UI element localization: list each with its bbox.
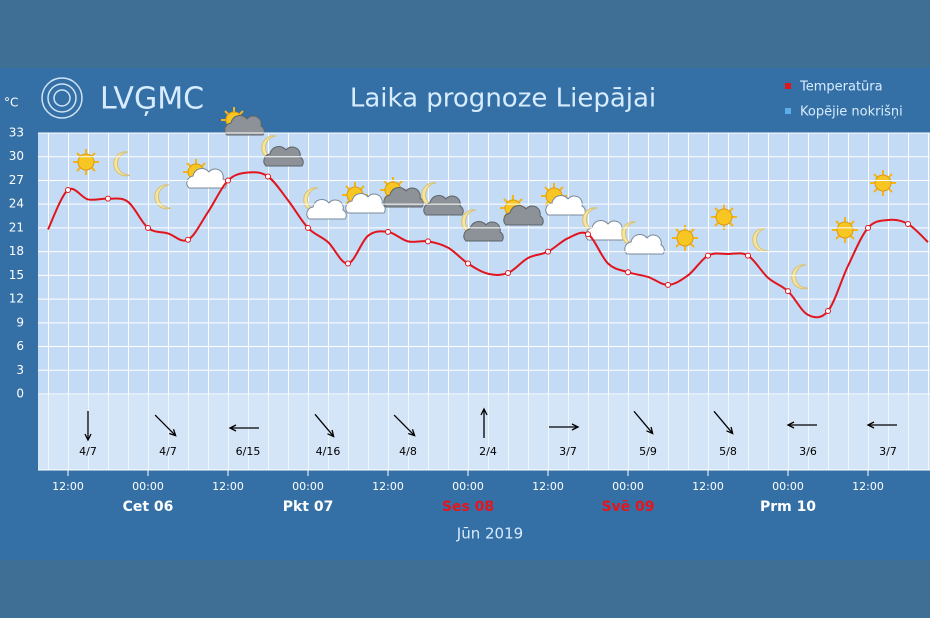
temperature-point (65, 186, 71, 193)
temperature-point (105, 195, 111, 202)
wind-label: 3/7 (559, 445, 577, 458)
y-tick-label: 21 (9, 220, 24, 234)
day-label: Prm 10 (760, 499, 816, 515)
temperature-point (545, 248, 551, 255)
temperature-point (625, 269, 631, 276)
wind-label: 4/16 (316, 445, 341, 458)
y-tick-label: 3 (16, 363, 24, 377)
temperature-point (905, 220, 911, 227)
temperature-point (385, 228, 391, 235)
plot-area (38, 133, 930, 395)
legend-label: Temperatūra (799, 80, 883, 95)
x-tick-label: 00:00 (772, 480, 804, 493)
logo-icon (41, 77, 83, 119)
legend-swatch (785, 83, 791, 89)
x-tick-label: 12:00 (212, 480, 244, 493)
wind-label: 2/4 (479, 445, 497, 458)
y-tick-label: 27 (9, 173, 24, 187)
y-tick-label: 15 (9, 268, 24, 282)
chart-title: Laika prognoze Liepājai (350, 84, 656, 114)
temperature-line (47, 171, 929, 319)
wind-label: 4/8 (399, 445, 417, 458)
x-tick-label: 00:00 (132, 480, 164, 493)
y-tick-label: 12 (9, 292, 24, 306)
x-tick-label: 12:00 (532, 480, 564, 493)
temperature-point (345, 260, 351, 267)
temperature-point (585, 231, 591, 238)
x-tick-label: 12:00 (692, 480, 724, 493)
wind-label: 5/8 (719, 445, 737, 458)
day-label: Pkt 07 (283, 499, 334, 515)
x-axis-label: Jūn 2019 (456, 525, 523, 543)
y-axis-unit: °C (4, 96, 18, 110)
wind-label: 6/15 (236, 445, 261, 458)
y-tick-label: 30 (9, 149, 24, 163)
legend-swatch (785, 108, 791, 114)
temperature-point (745, 252, 751, 259)
temperature-point (505, 269, 511, 276)
x-tick-label: 00:00 (452, 480, 484, 493)
temperature-point (425, 238, 431, 245)
y-tick-label: 24 (9, 197, 24, 211)
logo: LVĢMC (100, 82, 204, 117)
y-tick-label: 6 (16, 339, 24, 353)
wind-label: 4/7 (79, 445, 97, 458)
y-tick-label: 33 (9, 126, 24, 140)
x-tick-label: 12:00 (372, 480, 404, 493)
wind-label: 5/9 (639, 445, 657, 458)
x-tick-label: 12:00 (52, 480, 84, 493)
legend-label: Kopējie nokrišņi (800, 105, 903, 120)
temperature-point (185, 236, 191, 243)
y-tick-label: 9 (16, 315, 24, 329)
y-tick-label: 0 (16, 387, 24, 401)
wind-label: 3/7 (879, 445, 897, 458)
day-label: Cet 06 (123, 499, 174, 515)
x-tick-label: 00:00 (612, 480, 644, 493)
temperature-point (825, 307, 831, 314)
day-label: Ses 08 (442, 499, 494, 515)
temperature-point (465, 260, 471, 267)
x-tick-label: 00:00 (292, 480, 324, 493)
temperature-point (865, 224, 871, 231)
wind-label: 4/7 (159, 445, 177, 458)
x-tick-label: 12:00 (852, 480, 884, 493)
temperature-point (265, 173, 271, 180)
temperature-point (305, 224, 311, 231)
temperature-point (225, 177, 231, 184)
temperature-point (705, 252, 711, 259)
day-label: Svē 09 (601, 499, 654, 515)
temperature-point (785, 288, 791, 295)
wind-label: 3/6 (799, 445, 817, 458)
temperature-point (665, 281, 671, 288)
y-tick-label: 18 (9, 244, 24, 258)
temperature-point (145, 224, 151, 231)
